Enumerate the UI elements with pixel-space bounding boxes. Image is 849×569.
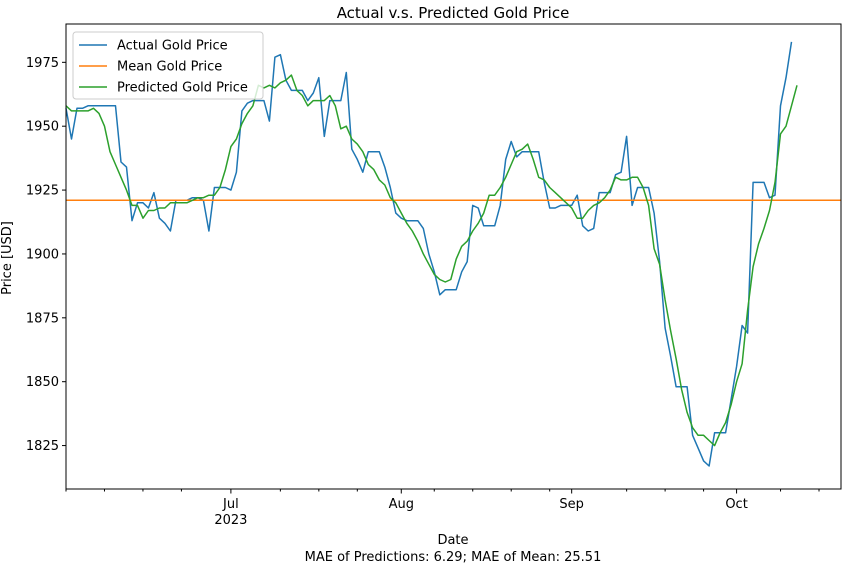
y-tick-label: 1950 xyxy=(26,120,59,135)
y-tick-label: 1825 xyxy=(26,439,59,454)
chart-title: Actual v.s. Predicted Gold Price xyxy=(337,4,570,22)
x-tick-year-label: 2023 xyxy=(214,513,247,528)
legend-label-predicted-gold-price: Predicted Gold Price xyxy=(117,81,248,96)
y-tick-label: 1900 xyxy=(26,247,59,262)
y-tick-label: 1975 xyxy=(26,56,59,71)
mae-footer: MAE of Predictions: 6.29; MAE of Mean: 2… xyxy=(305,550,602,565)
y-tick-label: 1925 xyxy=(26,184,59,199)
legend: Actual Gold Price Mean Gold Price Predicte… xyxy=(73,32,263,99)
x-tick-label: Sep xyxy=(559,497,584,512)
x-axis-label: Date xyxy=(437,533,468,548)
actual-gold-price-line xyxy=(66,42,792,466)
y-axis-label: Price [USD] xyxy=(0,221,15,295)
y-axis: 1825 1850 1875 1900 1925 1950 1975 xyxy=(26,56,66,454)
plot-area xyxy=(66,42,841,466)
y-tick-label: 1850 xyxy=(26,375,59,390)
x-tick-label: Jul xyxy=(222,497,239,512)
legend-label-mean-gold-price: Mean Gold Price xyxy=(117,60,222,75)
x-tick-label: Oct xyxy=(725,497,747,512)
x-tick-label: Aug xyxy=(389,497,414,512)
legend-label-actual-gold-price: Actual Gold Price xyxy=(117,39,228,54)
y-tick-label: 1875 xyxy=(26,311,59,326)
